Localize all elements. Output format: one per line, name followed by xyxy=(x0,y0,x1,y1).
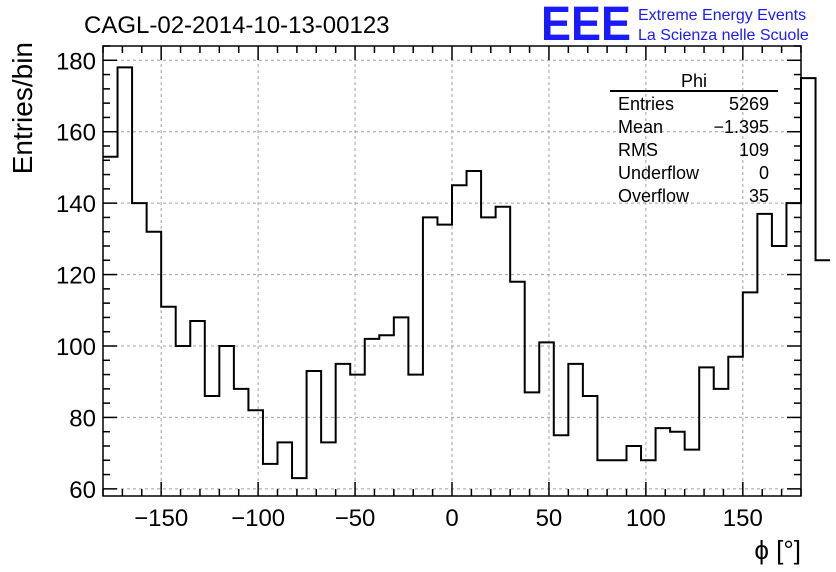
histogram-bin xyxy=(496,207,511,496)
stats-label-mean: Mean xyxy=(618,117,663,137)
histogram-bin xyxy=(714,389,729,496)
histogram-bin xyxy=(147,232,162,496)
x-tick-label: −150 xyxy=(134,505,188,532)
histogram-bin xyxy=(816,260,831,496)
x-axis-ticks: −150 −100 −50 0 50 100 150 xyxy=(102,46,802,532)
histogram-bin xyxy=(263,464,278,496)
histogram-bin xyxy=(437,225,452,496)
x-tick-label: −100 xyxy=(231,505,285,532)
histogram-bin xyxy=(786,203,801,496)
histogram-bin xyxy=(132,203,147,496)
eee-logo-mark: EEE xyxy=(541,0,631,51)
histogram-bin xyxy=(685,450,700,496)
histogram-bin xyxy=(307,371,322,496)
chart-title: CAGL-02-2014-10-13-00123 xyxy=(84,12,390,39)
y-tick-label: 60 xyxy=(69,477,96,504)
logo-caption-line-2: La Scienza nelle Scuole xyxy=(638,27,809,44)
histogram-bin xyxy=(801,78,816,496)
histogram-bin xyxy=(234,389,249,496)
x-tick-label: 100 xyxy=(626,505,666,532)
histogram-bin xyxy=(656,428,671,496)
stats-label-overflow: Overflow xyxy=(618,186,690,206)
x-axis-label: ϕ [°] xyxy=(754,535,801,565)
y-tick-label: 100 xyxy=(56,334,96,361)
histogram-bin xyxy=(699,367,714,496)
y-tick-label: 140 xyxy=(56,191,96,218)
histogram-bin xyxy=(612,460,627,496)
x-tick-label: 50 xyxy=(536,505,563,532)
histogram-bin xyxy=(205,396,220,496)
histogram-bin xyxy=(248,410,263,496)
eee-logo: EEE Extreme Energy Events La Scienza nel… xyxy=(541,0,809,51)
histogram-outline xyxy=(103,66,831,480)
histogram-bin xyxy=(467,171,482,496)
stats-label-rms: RMS xyxy=(618,140,658,160)
histogram-bin xyxy=(423,217,438,496)
x-tick-label: −50 xyxy=(335,505,376,532)
y-tick-label: 80 xyxy=(69,405,96,432)
histogram-bin xyxy=(103,157,118,496)
histogram-bin xyxy=(554,435,569,496)
histogram-bin xyxy=(743,292,758,496)
histogram-bin xyxy=(278,442,293,496)
stats-box-title: Phi xyxy=(681,71,707,91)
y-tick-label: 160 xyxy=(56,120,96,147)
histogram-bin xyxy=(365,339,380,496)
histogram-bin xyxy=(641,460,656,496)
histogram-bin xyxy=(757,214,772,496)
x-tick-label: 150 xyxy=(723,505,763,532)
stats-box: Phi Entries 5269 Mean −1.395 RMS 109 Und… xyxy=(610,71,778,206)
histogram-bin xyxy=(627,446,642,496)
histogram-bin xyxy=(525,392,540,496)
histogram-bin xyxy=(176,346,191,496)
histogram-bin xyxy=(728,357,743,496)
stats-value-rms: 109 xyxy=(739,140,769,160)
histogram-bin xyxy=(118,67,133,496)
stats-label-entries: Entries xyxy=(618,94,674,114)
histogram-bin xyxy=(350,375,365,496)
histogram-bin xyxy=(583,396,598,496)
histogram-bin xyxy=(379,335,394,496)
stats-label-underflow: Underflow xyxy=(618,163,700,183)
stats-value-overflow: 35 xyxy=(749,186,769,206)
stats-value-entries: 5269 xyxy=(729,94,769,114)
x-tick-label: 0 xyxy=(445,505,458,532)
histogram-bin xyxy=(670,432,685,496)
histogram-bin xyxy=(539,342,554,496)
histogram-bin xyxy=(772,246,787,496)
y-tick-label: 180 xyxy=(56,48,96,75)
stats-value-underflow: 0 xyxy=(759,163,769,183)
logo-caption-line-1: Extreme Energy Events xyxy=(638,7,806,24)
histogram-bin xyxy=(394,317,409,496)
histogram-bin xyxy=(190,321,205,496)
histogram-bin xyxy=(161,307,176,496)
histogram-bin xyxy=(452,185,467,496)
histogram-bin xyxy=(336,364,351,496)
y-axis-label: Entries/bin xyxy=(7,42,38,174)
histogram-bin xyxy=(292,478,307,496)
histogram-bin xyxy=(408,375,423,496)
histogram-bin xyxy=(568,364,583,496)
histogram-bin xyxy=(481,217,496,496)
histogram-bin xyxy=(597,460,612,496)
y-tick-label: 120 xyxy=(56,263,96,290)
histogram-bin xyxy=(510,282,525,496)
histogram-bin xyxy=(321,442,336,496)
histogram-bin xyxy=(219,346,234,496)
stats-value-mean: −1.395 xyxy=(713,117,769,137)
y-axis-ticks: 60 80 100 120 140 160 180 xyxy=(56,45,801,504)
